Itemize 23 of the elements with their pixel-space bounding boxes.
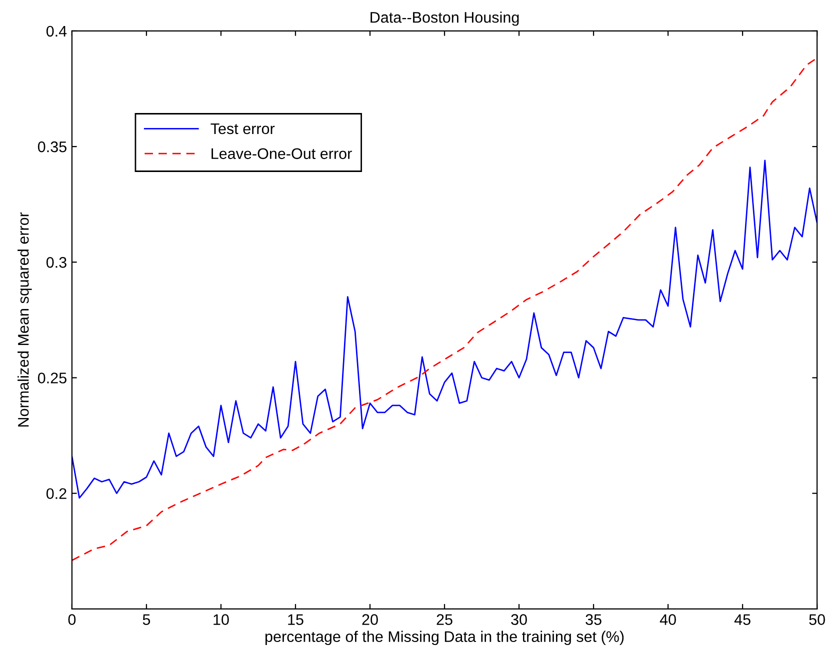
x-tick-label: 45 [734,614,750,625]
legend-label: Test error [210,123,275,134]
y-tick-label: 0.35 [38,141,66,152]
line-series [72,57,818,562]
x-tick-label: 5 [142,614,150,625]
x-tick-label: 15 [288,614,304,625]
x-tick-label: 30 [511,614,527,625]
y-tick-label: 0.2 [46,488,66,500]
y-tick-label: 0.4 [46,26,67,37]
x-tick-label: 40 [660,614,676,625]
x-tick-label: 20 [362,614,378,625]
legend-label: Leave-One-Out error [212,148,352,160]
x-tick-label: 0 [68,614,76,625]
x-tick-label: 25 [436,614,452,625]
x-tick-label: 10 [214,614,229,625]
x-tick-label: 35 [586,614,602,625]
x-tick-label: 50 [809,614,825,625]
y-tick-label: 0.25 [38,372,66,384]
y-tick-label: 0.3 [46,257,66,268]
chart-title: Data--Boston Housing [370,12,519,26]
x-axis-title: percentage of the Missing Data in the training set (%) [265,630,624,646]
y-axis-title: Normalized Mean squared error [18,212,32,427]
line-series [72,160,818,499]
